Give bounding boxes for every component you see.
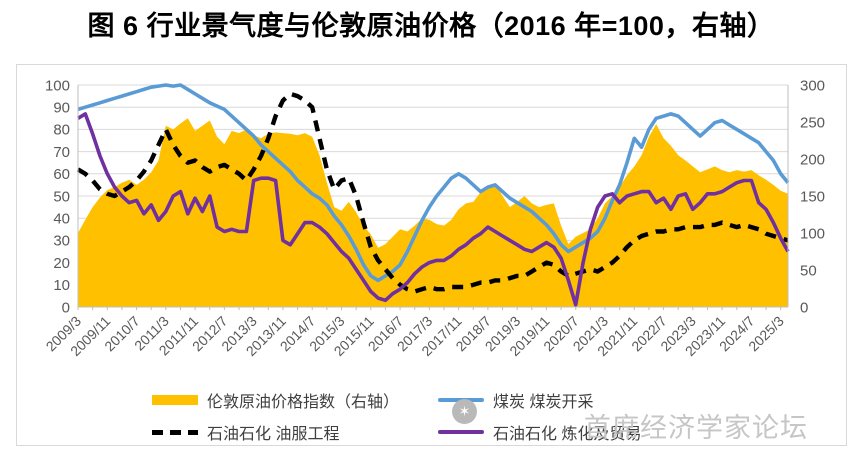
oil-service-dash-swatch: [152, 429, 198, 435]
x-axis-labels: 2009/32009/112010/72011/32011/112012/720…: [43, 313, 787, 360]
series-line-1: [77, 83, 790, 283]
oil-area-swatch: [152, 395, 198, 405]
series-line-2: [76, 91, 789, 294]
legend-item-oil-service: 石油石化 油服工程: [152, 420, 339, 444]
svg-text:200: 200: [800, 151, 825, 168]
svg-text:50: 50: [800, 262, 817, 279]
svg-text:0: 0: [800, 299, 808, 316]
chart-title: 图 6 行业景气度与伦敦原油价格（2016 年=100，右轴）: [87, 11, 775, 41]
legend-label-coal: 煤炭 煤炭开采: [493, 394, 594, 411]
watermark-text: 首席经济学家论坛: [584, 413, 808, 443]
refining-line-swatch: [438, 430, 484, 434]
series-area-0: [78, 118, 788, 307]
svg-text:80: 80: [53, 122, 70, 139]
series-line-3: [77, 112, 790, 307]
right-axis-labels: 0 50 100 150 200 250 300: [800, 77, 825, 316]
legend-item-oil-price: 伦敦原油价格指数（右轴）: [152, 388, 399, 412]
svg-text:150: 150: [800, 188, 825, 205]
svg-text:100: 100: [45, 77, 70, 94]
svg-text:40: 40: [53, 210, 70, 227]
svg-text:0: 0: [62, 299, 70, 316]
svg-text:70: 70: [53, 144, 70, 161]
legend-label-oil-price: 伦敦原油价格指数（右轴）: [207, 394, 400, 411]
legend-label-oil-service: 石油石化 油服工程: [207, 426, 340, 443]
svg-text:10: 10: [53, 277, 70, 294]
svg-text:30: 30: [53, 233, 70, 250]
svg-text:250: 250: [800, 114, 825, 131]
svg-text:100: 100: [800, 225, 825, 242]
left-axis-labels: 0 10 20 30 40 50 60 70 80 90 100: [45, 77, 70, 316]
legend-label-refining: 石油石化 炼化及贸易: [493, 426, 642, 443]
axes: [77, 85, 789, 310]
svg-text:20: 20: [53, 255, 70, 272]
legend-item-refining: 石油石化 炼化及贸易: [438, 420, 641, 444]
svg-text:90: 90: [53, 99, 70, 116]
svg-text:60: 60: [53, 166, 70, 183]
svg-text:50: 50: [53, 188, 70, 205]
svg-text:300: 300: [800, 77, 825, 94]
watermark-logo-icon: ✶: [452, 399, 477, 424]
